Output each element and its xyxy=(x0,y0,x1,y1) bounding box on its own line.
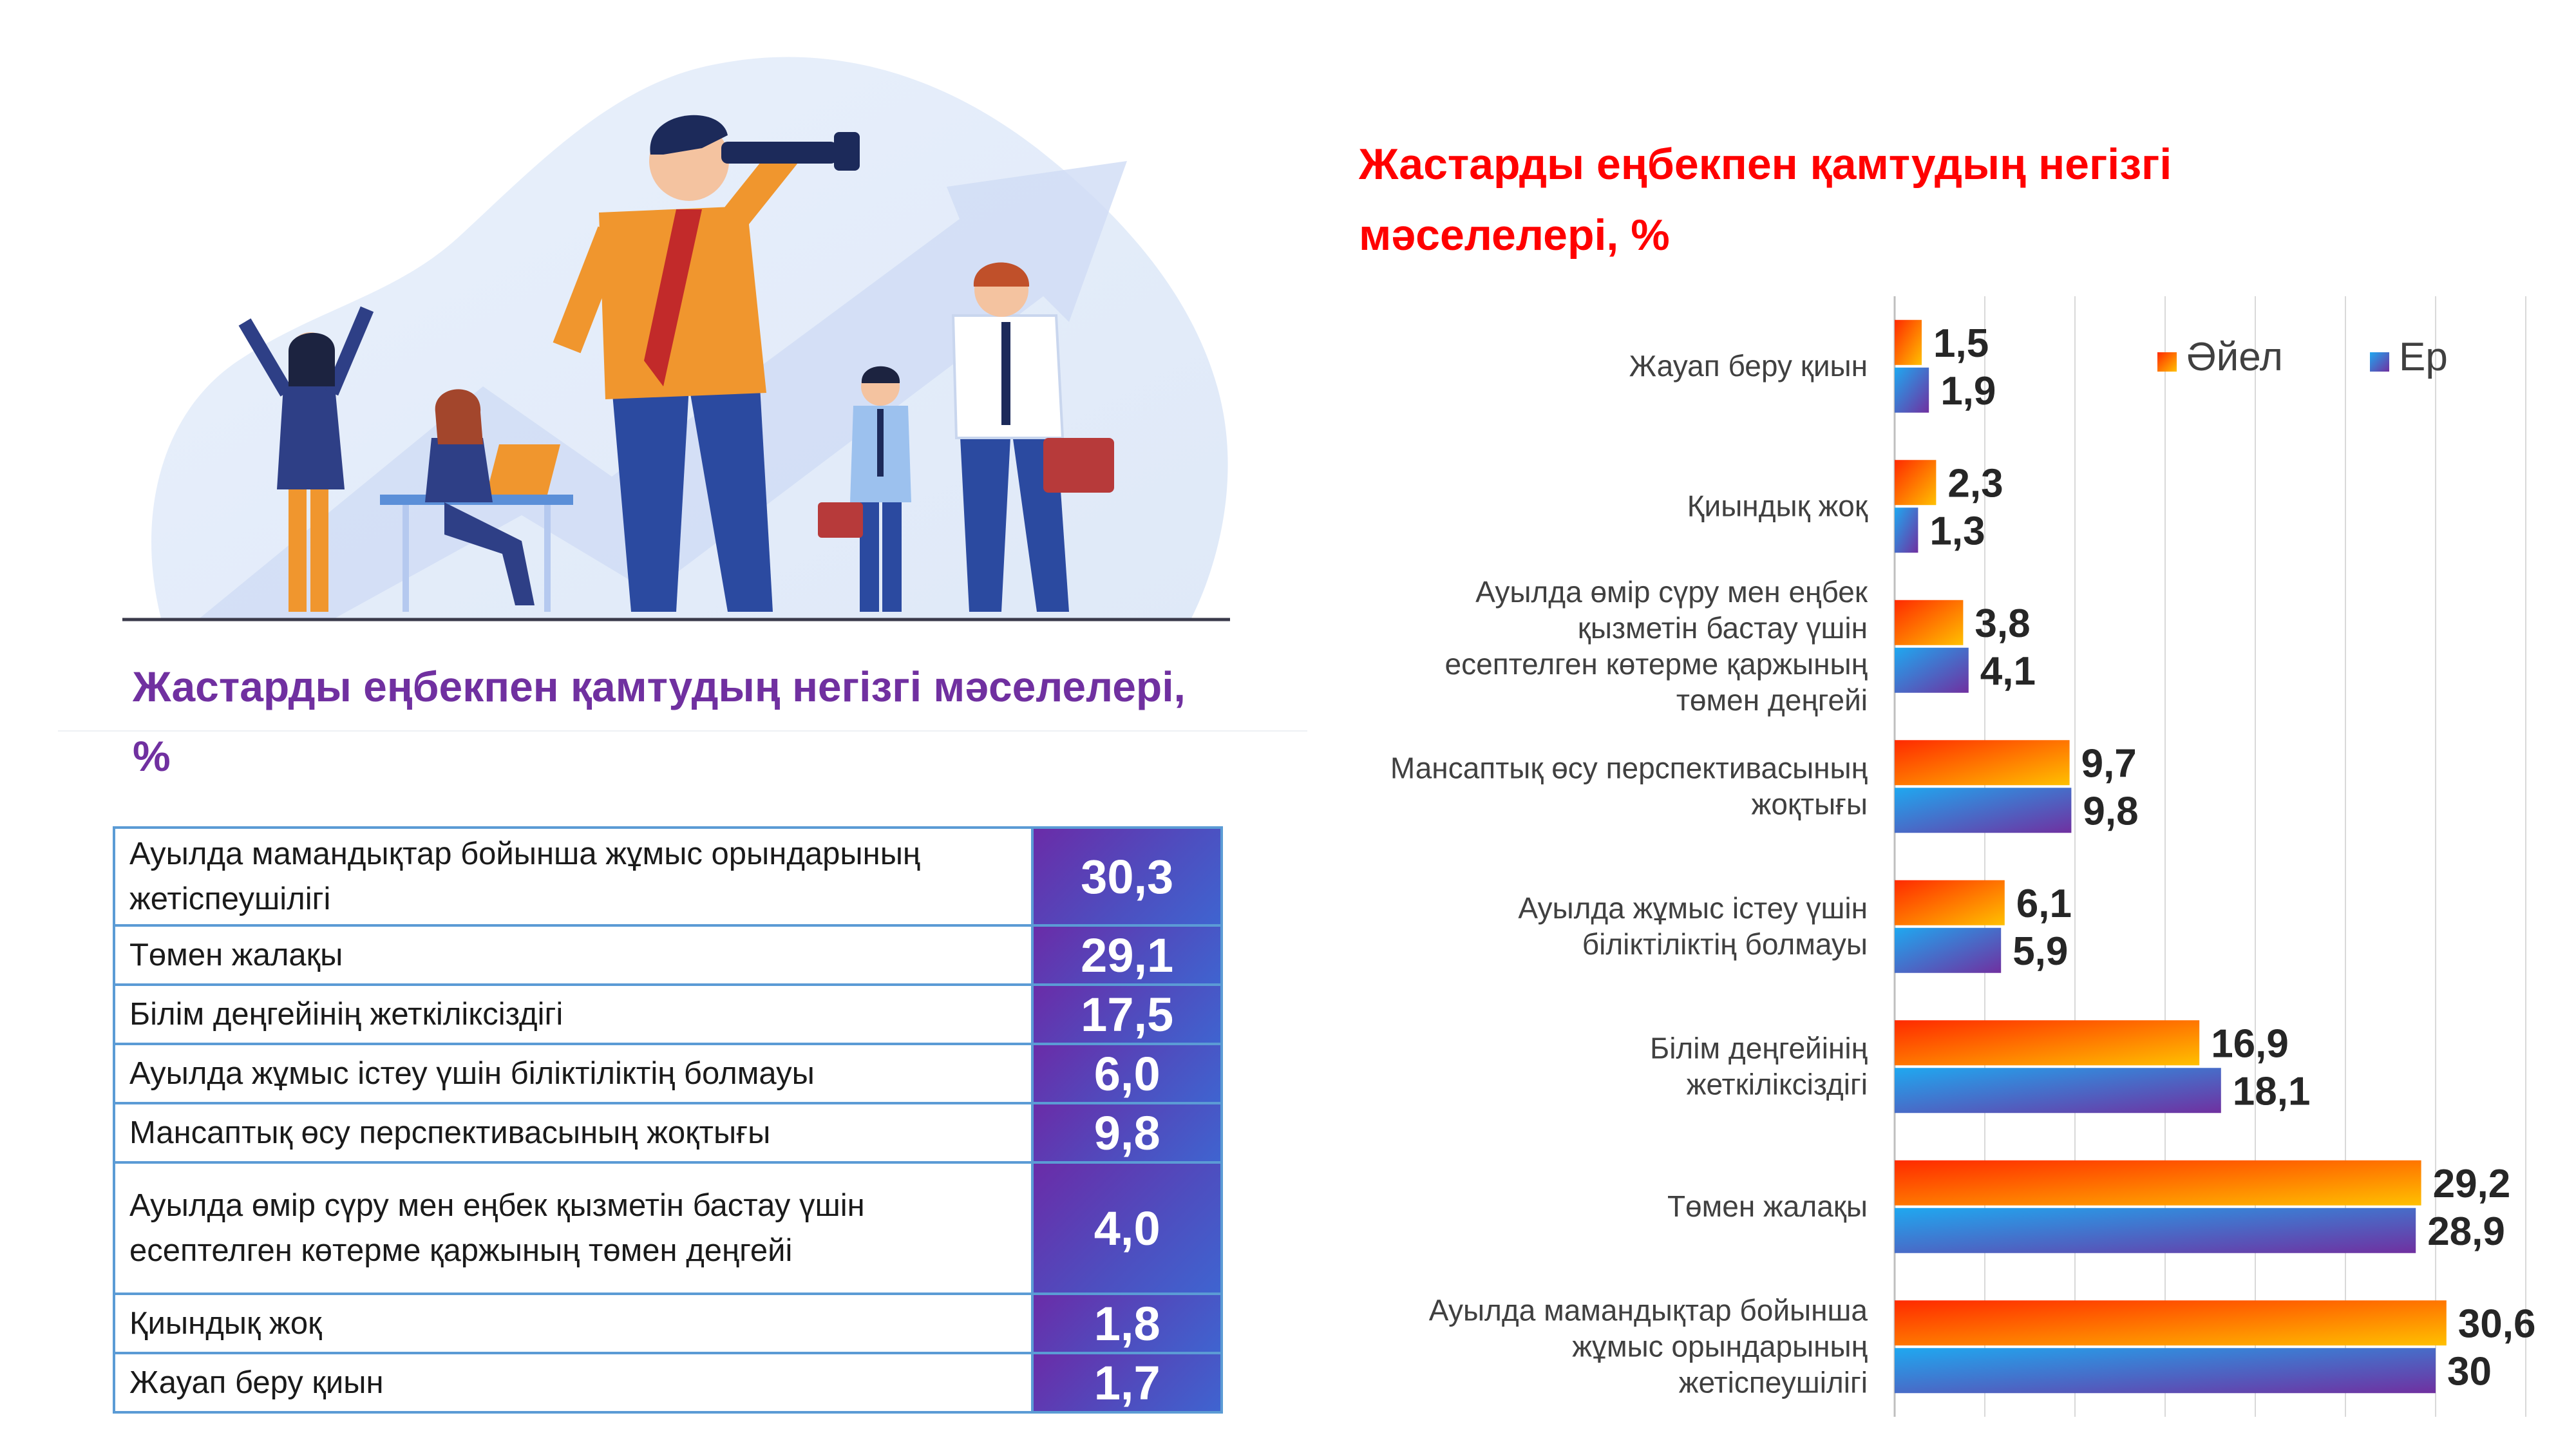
bar-aiel xyxy=(1895,1300,2447,1346)
bar-er xyxy=(1895,647,1969,693)
bar-er xyxy=(1895,507,1918,553)
data-label-er: 9,8 xyxy=(2083,789,2138,833)
category-label: Ауылда өмір сүру мен еңбек қызметін баста… xyxy=(1445,575,1868,717)
category-label-line: Білім деңгейінің xyxy=(1650,1031,1868,1065)
table-row-label: Білім деңгейінің жеткіліксіздігі xyxy=(112,983,1034,1045)
table-row-label: Жауап беру қиын xyxy=(112,1352,1034,1414)
table-row-label: Қиындық жоқ xyxy=(112,1293,1034,1354)
bar-er xyxy=(1895,788,2072,833)
table-row-value: 6,0 xyxy=(1031,1043,1223,1104)
problems-table: Ауылда мамандықтар бойынша жұмыс орындар… xyxy=(112,826,1223,1414)
table-row-value: 1,7 xyxy=(1031,1352,1223,1414)
table-row: Жауап беру қиын 1,7 xyxy=(112,1352,1223,1414)
table-row-label: Төмен жалақы xyxy=(112,924,1034,986)
category-label-line: жетіспеушілігі xyxy=(1679,1365,1868,1399)
data-label-aiel: 16,9 xyxy=(2211,1021,2289,1066)
divider xyxy=(58,730,1307,732)
man-with-briefcase-figure xyxy=(951,262,1114,612)
bar-aiel xyxy=(1895,600,1964,645)
table-row-label: Ауылда жұмыс істеу үшін біліктіліктің бо… xyxy=(112,1043,1034,1104)
category-label: Ауылда жұмыс істеу үшін біліктіліктің бол… xyxy=(1518,891,1868,961)
category-label: Қиындық жоқ xyxy=(1687,489,1868,522)
bar-er xyxy=(1895,1068,2221,1113)
table-row-label: Ауылда өмір сүру мен еңбек қызметін баст… xyxy=(112,1161,1034,1295)
bar-aiel xyxy=(1895,880,2005,925)
table-row-value: 9,8 xyxy=(1031,1102,1223,1164)
category-label-line: біліктіліктің болмауы xyxy=(1582,927,1868,961)
cheering-woman-figure xyxy=(238,306,374,612)
legend-label-aiel: Әйел xyxy=(2186,335,2283,379)
bar-er xyxy=(1895,927,2002,973)
woman-at-desk-figure xyxy=(380,389,573,612)
data-label-er: 28,9 xyxy=(2427,1209,2505,1254)
bar-er xyxy=(1895,1348,2436,1394)
data-label-aiel: 3,8 xyxy=(1975,601,2030,646)
category-label: Жауап беру қиын xyxy=(1629,349,1868,383)
man-with-telescope-figure xyxy=(553,115,860,612)
illustration xyxy=(122,26,1256,625)
legend-swatch-aiel xyxy=(2157,352,2177,372)
bar-aiel xyxy=(1895,1020,2200,1066)
legend-label-er: Ер xyxy=(2399,335,2448,379)
table-row-value: 30,3 xyxy=(1031,826,1223,927)
category-label-line: жұмыс орындарының xyxy=(1572,1329,1868,1363)
data-label-er: 5,9 xyxy=(2012,929,2068,974)
data-label-er: 1,9 xyxy=(1940,369,1996,413)
table-row: Қиындық жоқ 1,8 xyxy=(112,1293,1223,1354)
category-label-line: есептелген көтерме қаржының xyxy=(1445,647,1868,681)
table-row: Мансаптық өсу перспективасының жоқтығы 9… xyxy=(112,1102,1223,1164)
data-label-aiel: 6,1 xyxy=(2016,882,2072,926)
data-label-er: 30 xyxy=(2447,1349,2492,1394)
data-label-aiel: 1,5 xyxy=(1933,321,1989,366)
data-label-aiel: 9,7 xyxy=(2081,741,2137,786)
data-label-er: 1,3 xyxy=(1929,509,1985,553)
data-label-er: 4,1 xyxy=(1980,649,2036,694)
data-label-aiel: 30,6 xyxy=(2458,1302,2536,1346)
left-title: Жастарды еңбекпен қамтудың негізгі мәсел… xyxy=(133,663,1186,780)
data-label-aiel: 2,3 xyxy=(1947,461,2003,506)
category-label-line: Жауап беру қиын xyxy=(1629,349,1868,383)
category-label: Төмен жалақы xyxy=(1667,1189,1868,1223)
table-row-label: Мансаптық өсу перспективасының жоқтығы xyxy=(112,1102,1034,1164)
table-row: Білім деңгейінің жеткіліксіздігі 17,5 xyxy=(112,983,1223,1045)
bar-aiel xyxy=(1895,460,1937,506)
bar-er xyxy=(1895,1208,2416,1253)
table-row-label: Ауылда мамандықтар бойынша жұмыс орындар… xyxy=(112,826,1034,927)
data-label-er: 18,1 xyxy=(2233,1069,2311,1113)
table-row: Ауылда жұмыс істеу үшін біліктіліктің бо… xyxy=(112,1043,1223,1104)
bar-er xyxy=(1895,367,1929,413)
category-label-line: Ауылда өмір сүру мен еңбек xyxy=(1475,575,1868,609)
category-label-line: Қиындық жоқ xyxy=(1687,489,1868,522)
category-label: Мансаптық өсу перспективасының жоқтығы xyxy=(1390,751,1868,820)
category-label-line: Төмен жалақы xyxy=(1667,1189,1868,1223)
bar-aiel xyxy=(1895,1160,2421,1206)
table-row-value: 4,0 xyxy=(1031,1161,1223,1295)
category-label-line: Ауылда мамандықтар бойынша xyxy=(1429,1293,1868,1327)
data-label-aiel: 29,2 xyxy=(2433,1162,2511,1206)
bar-aiel xyxy=(1895,740,2070,786)
chart-title: Жастарды еңбекпен қамтудың негізгі мәсел… xyxy=(1359,140,2172,260)
legend-swatch-er xyxy=(2370,352,2389,372)
table-row-value: 17,5 xyxy=(1031,983,1223,1045)
table-row: Ауылда мамандықтар бойынша жұмыс орындар… xyxy=(112,826,1223,927)
category-label-line: жеткіліксіздігі xyxy=(1687,1067,1868,1101)
table-row: Ауылда өмір сүру мен еңбек қызметін баст… xyxy=(112,1161,1223,1295)
category-label-line: Ауылда жұмыс істеу үшін xyxy=(1518,891,1868,925)
category-label-line: жоқтығы xyxy=(1752,787,1868,820)
table-row-value: 29,1 xyxy=(1031,924,1223,986)
category-label-line: қызметін бастау үшін xyxy=(1578,611,1868,645)
category-label-line: Мансаптық өсу перспективасының xyxy=(1390,751,1868,784)
bar-aiel xyxy=(1895,319,1922,365)
small-man-figure xyxy=(818,366,911,612)
table-row: Төмен жалақы 29,1 xyxy=(112,924,1223,986)
table-row-value: 1,8 xyxy=(1031,1293,1223,1354)
category-label: Білім деңгейінің жеткіліксіздігі xyxy=(1650,1031,1868,1101)
category-label-line: төмен деңгейі xyxy=(1676,683,1868,717)
category-label: Ауылда мамандықтар бойынша жұмыс орындары… xyxy=(1429,1293,1868,1399)
